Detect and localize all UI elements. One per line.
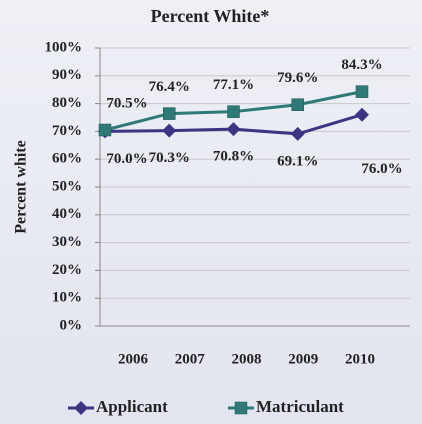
data-label: 77.1% bbox=[213, 77, 254, 93]
data-point bbox=[291, 98, 304, 111]
data-label: 76.0% bbox=[361, 161, 402, 177]
data-point bbox=[162, 123, 177, 138]
data-label: 79.6% bbox=[277, 70, 318, 86]
data-label: 70.0% bbox=[106, 151, 147, 167]
y-tick-label: 0% bbox=[60, 317, 83, 333]
legend-label: Applicant bbox=[96, 397, 168, 416]
data-point bbox=[227, 105, 240, 118]
data-label: 70.8% bbox=[213, 149, 254, 165]
y-tick-label: 40% bbox=[52, 206, 82, 222]
data-label: 70.3% bbox=[149, 150, 190, 166]
legend-marker bbox=[234, 401, 248, 415]
y-axis-label: Percent white bbox=[13, 140, 30, 233]
data-point bbox=[355, 85, 369, 98]
x-tick-label: 2008 bbox=[232, 351, 262, 367]
y-tick-label: 70% bbox=[52, 123, 82, 139]
data-label: 69.1% bbox=[277, 153, 318, 169]
data-label: 70.5% bbox=[106, 95, 147, 111]
y-tick-label: 100% bbox=[45, 39, 83, 55]
data-label: 84.3% bbox=[341, 57, 382, 73]
x-tick-label: 2009 bbox=[288, 351, 318, 367]
legend-label: Matriculant bbox=[256, 397, 344, 416]
data-point bbox=[355, 107, 369, 122]
data-point bbox=[163, 107, 176, 120]
x-tick-label: 2006 bbox=[118, 351, 149, 367]
x-tick-label: 2007 bbox=[175, 351, 206, 367]
data-point bbox=[98, 123, 112, 137]
y-tick-label: 10% bbox=[52, 290, 82, 306]
y-tick-label: 50% bbox=[52, 178, 82, 194]
legend-marker bbox=[74, 401, 88, 415]
y-tick-label: 90% bbox=[52, 67, 82, 83]
x-tick-label: 2010 bbox=[345, 351, 375, 367]
y-tick-label: 60% bbox=[52, 151, 82, 167]
data-label: 76.4% bbox=[149, 79, 190, 95]
legend: Applicant Matriculant bbox=[68, 397, 344, 416]
data-point bbox=[290, 126, 305, 141]
y-tick-label: 80% bbox=[52, 95, 82, 111]
chart-title: Percent White* bbox=[151, 6, 270, 26]
data-point bbox=[226, 122, 241, 137]
y-tick-label: 30% bbox=[52, 234, 82, 250]
y-tick-label: 20% bbox=[52, 262, 82, 278]
